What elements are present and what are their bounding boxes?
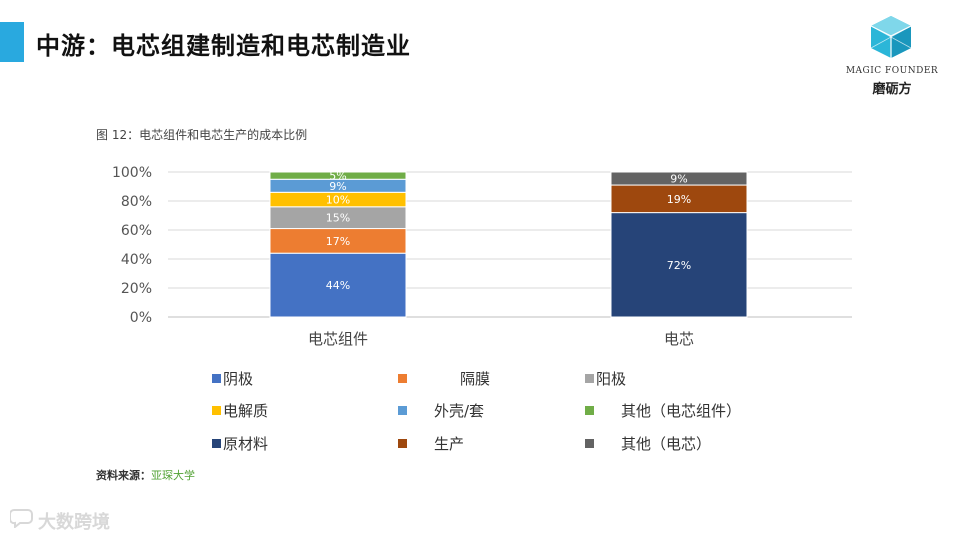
legend-label: 其他（电芯）	[621, 435, 712, 453]
legend-label: 阴极	[223, 370, 254, 388]
legend-swatch	[212, 439, 221, 448]
bar-segment	[269, 252, 407, 318]
legend-label: 电解质	[223, 402, 269, 420]
y-tick-label: 100%	[112, 165, 152, 181]
y-tick-label: 0%	[130, 310, 152, 326]
data-label: 15%	[326, 212, 350, 225]
x-tick-label: 电芯组件	[308, 330, 368, 348]
logo-text-cn: 磨砺方	[872, 82, 912, 97]
legend-label: 其他（电芯组件）	[621, 402, 742, 420]
y-tick-label: 60%	[121, 223, 152, 239]
data-label: 44%	[326, 279, 350, 292]
data-label: 17%	[326, 235, 350, 248]
cube-logo-icon	[870, 16, 912, 58]
source-note: 资料来源：亚琛大学	[96, 467, 195, 483]
figure-caption: 图 12：电芯组件和电芯生产的成本比例	[96, 128, 308, 142]
source-value: 亚琛大学	[151, 469, 195, 482]
legend-swatch	[212, 406, 221, 415]
data-label: 19%	[667, 193, 691, 206]
logo-text-en: MAGIC FOUNDER	[845, 66, 939, 76]
legend-swatch	[585, 406, 594, 415]
legend-label: 原材料	[223, 435, 269, 453]
bar-segment	[610, 171, 748, 186]
chat-bubble-icon	[9, 508, 38, 533]
source-label: 资料来源：	[96, 469, 151, 482]
legend-label: 隔膜	[460, 370, 491, 388]
bar-segment	[269, 171, 407, 180]
y-tick-label: 80%	[121, 194, 152, 210]
data-label: 9%	[329, 180, 346, 193]
watermark: 大数跨境	[9, 508, 110, 534]
data-label: 72%	[667, 259, 691, 272]
legend-label: 生产	[434, 435, 465, 453]
magic-founder-logo: MAGIC FOUNDER 磨砺方	[832, 14, 952, 97]
legend-swatch	[585, 374, 594, 383]
y-tick-label: 40%	[121, 252, 152, 268]
slide-title: 中游：电芯组建制造和电芯制造业	[36, 32, 411, 60]
legend-swatch	[398, 439, 407, 448]
y-tick-label: 20%	[121, 281, 152, 297]
data-label: 10%	[326, 194, 350, 207]
legend-label: 外壳/套	[434, 402, 485, 420]
title-accent-bar	[0, 22, 24, 62]
data-label: 5%	[329, 170, 346, 183]
data-label: 9%	[670, 173, 687, 186]
legend-swatch	[398, 374, 407, 383]
bar-segment	[610, 184, 748, 214]
bar-segment	[269, 228, 407, 254]
legend-swatch	[585, 439, 594, 448]
x-tick-label: 电芯	[664, 330, 694, 348]
legend-label: 阳极	[596, 370, 627, 388]
watermark-text: 大数跨境	[38, 512, 110, 533]
legend-swatch	[398, 406, 407, 415]
legend-swatch	[212, 374, 221, 383]
